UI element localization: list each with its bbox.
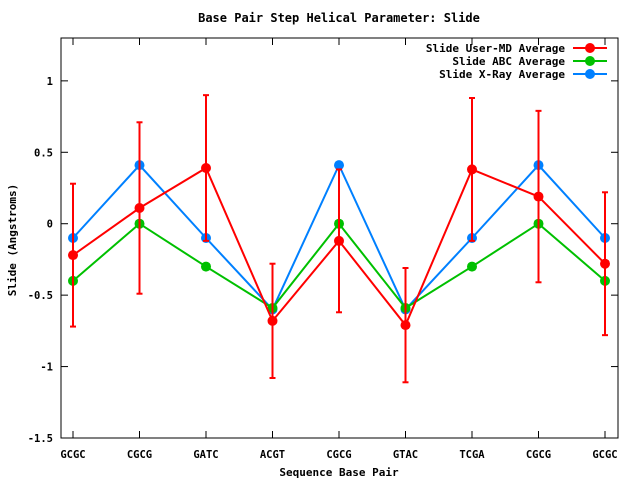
x-tick-label: CGCG [326, 449, 351, 461]
data-point [134, 203, 145, 213]
series-layer [68, 94, 610, 384]
x-tick-label: GCGC [60, 449, 85, 461]
data-point [400, 320, 411, 331]
chart-title: Base Pair Step Helical Parameter: Slide [198, 11, 480, 25]
y-axis-label: Slide (Angstroms) [6, 184, 19, 297]
data-point [533, 191, 544, 202]
x-tick-label: GATC [193, 449, 218, 461]
data-point [334, 235, 344, 246]
data-point [334, 160, 344, 171]
legend-label: Slide X-Ray Average [439, 68, 565, 81]
data-point [201, 163, 211, 173]
y-tick-label: 1 [47, 76, 53, 88]
data-point [267, 315, 278, 326]
data-point [467, 261, 477, 272]
x-tick-label: GTAC [393, 449, 418, 461]
legend-label: Slide User-MD Average [426, 42, 565, 55]
data-point [600, 258, 610, 269]
data-point [68, 250, 78, 261]
data-point [467, 164, 477, 175]
legend-swatch-marker [585, 43, 595, 53]
legend-label: Slide ABC Average [452, 55, 565, 68]
x-axis-label: Sequence Base Pair [279, 466, 399, 479]
y-tick-label: 0 [47, 219, 53, 231]
legend-swatch-marker [585, 56, 595, 66]
y-tick-label: -1.5 [28, 433, 53, 445]
x-tick-label: TCGA [459, 449, 485, 461]
axis-ticks: -1.5 -1 -0.5 0 0.5 1 GCGC CGCG GATC ACGT CGCG GTAC T… [28, 38, 618, 461]
series-0 [68, 94, 610, 384]
x-tick-label: GCGC [592, 449, 617, 461]
x-tick-label: ACGT [260, 449, 285, 461]
y-tick-label: 0.5 [34, 147, 53, 159]
legend-swatch-marker [585, 69, 595, 79]
data-point [201, 261, 211, 272]
x-tick-label: CGCG [526, 449, 551, 461]
x-tick-label: CGCG [127, 449, 152, 461]
y-tick-label: -0.5 [28, 290, 53, 302]
y-tick-label: -1 [40, 362, 53, 374]
